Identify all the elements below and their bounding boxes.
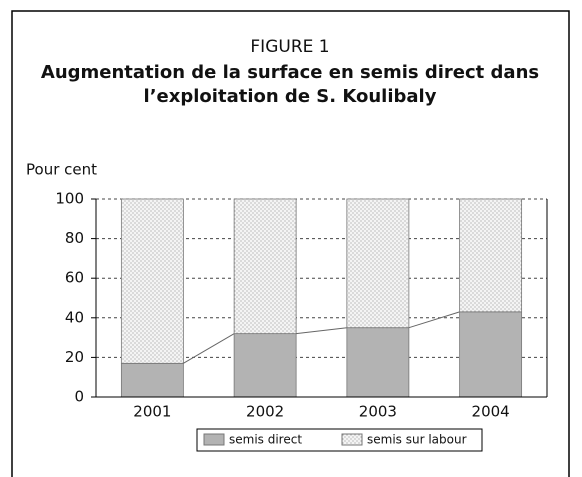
legend-label: semis sur labour	[367, 433, 467, 447]
y-tick-label: 60	[65, 269, 84, 287]
bar-segment	[120, 198, 184, 364]
y-tick-label: 40	[65, 308, 84, 326]
x-tick-label: 2003	[359, 403, 397, 421]
connector	[408, 311, 460, 329]
y-tick-label: 20	[65, 348, 84, 366]
frame	[11, 10, 570, 477]
chart-subtitle: l’exploitation de S. Koulibaly	[144, 86, 437, 107]
chart-title: FIGURE 1	[250, 37, 329, 57]
bar-segment	[233, 333, 297, 398]
x-tick-label: 2002	[246, 403, 284, 421]
bar-segment	[233, 198, 297, 335]
bar-segment	[120, 362, 184, 398]
y-tick-label: 80	[65, 229, 84, 247]
legend	[196, 428, 483, 452]
bar-segment	[459, 311, 523, 398]
y-axis-label: Pour cent	[26, 161, 97, 179]
chart-subtitle: Augmentation de la surface en semis dire…	[41, 62, 539, 83]
y-tick-label: 0	[74, 388, 84, 406]
legend-swatch	[203, 433, 225, 446]
legend-label: semis direct	[229, 433, 302, 447]
x-tick-label: 2004	[472, 403, 510, 421]
connector	[183, 333, 235, 364]
x-tick-label: 2001	[133, 403, 171, 421]
connector	[296, 327, 347, 335]
bar-segment	[459, 198, 523, 313]
bar-segment	[346, 198, 410, 329]
y-tick-label: 100	[55, 190, 84, 208]
bar-segment	[346, 327, 410, 398]
legend-swatch	[341, 433, 363, 446]
